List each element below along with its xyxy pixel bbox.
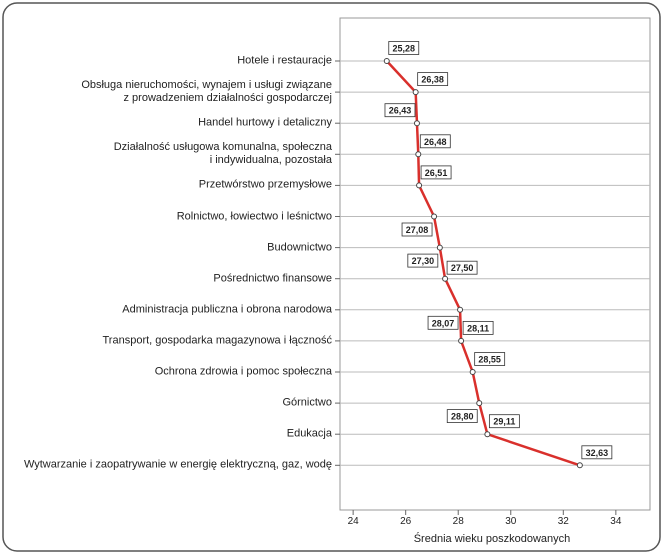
data-label-box — [401, 222, 433, 237]
data-label: 25,28 — [392, 44, 415, 54]
data-point — [576, 462, 583, 469]
y-tick-label: Transport, gospodarka magazynowa i łączn… — [102, 334, 333, 347]
data-label: 26,48 — [424, 137, 447, 147]
data-point — [442, 275, 449, 282]
y-tick-label: Hotele i restauracje — [237, 54, 332, 67]
data-point — [412, 89, 419, 96]
y-tick-label: Edukacja — [286, 427, 332, 440]
y-tick-label: Administracja publiczna i obrona narodow… — [122, 303, 332, 316]
y-tick-label: Wytwarzanie i zaopatrywanie w energię el… — [23, 458, 332, 471]
x-tick-label: 32 — [558, 516, 570, 527]
data-label-box — [384, 103, 416, 118]
data-point — [469, 369, 476, 375]
y-tick-label: Budownictwo — [267, 241, 332, 254]
x-tick-label: 28 — [453, 516, 465, 527]
data-label-box — [420, 165, 452, 180]
y-tick-label: Pośrednictwo finansowe — [213, 272, 332, 285]
x-tick-label: 24 — [348, 516, 360, 527]
data-point — [476, 400, 483, 407]
x-tick-label: 34 — [610, 516, 622, 527]
data-label-box — [462, 320, 494, 335]
data-line — [385, 60, 581, 467]
data-label: 29,11 — [493, 417, 515, 427]
data-point — [458, 337, 465, 344]
y-tick-label: Górnictwo — [282, 396, 332, 409]
data-label: 27,50 — [451, 263, 474, 273]
data-label-box — [488, 414, 520, 429]
y-tick-label: Przetwórstwo przemysłowe — [198, 178, 332, 191]
x-tick-label: 30 — [505, 516, 517, 527]
x-axis-title: Średnia wieku poszkodowanych — [414, 532, 571, 545]
y-tick-label: Handel hurtowy i detaliczny — [198, 116, 332, 129]
data-label: 27,30 — [412, 256, 435, 266]
data-label-box — [427, 315, 459, 330]
data-point — [436, 244, 443, 251]
data-point — [413, 120, 420, 127]
data-point — [416, 182, 423, 189]
data-label: 28,07 — [432, 318, 455, 328]
data-label-box — [446, 409, 478, 424]
data-label: 28,80 — [451, 412, 474, 422]
y-tick-label: Obsługa nieruchomości, wynajem i usługi … — [81, 79, 332, 105]
data-label: 32,63 — [586, 448, 609, 458]
data-label: 27,08 — [406, 225, 429, 235]
data-label-box — [446, 260, 478, 275]
data-point — [484, 431, 491, 438]
data-label: 28,11 — [467, 323, 489, 333]
data-label: 26,43 — [389, 106, 412, 116]
data-point — [415, 151, 422, 158]
y-tick-label: Ochrona zdrowia i pomoc społeczna — [154, 365, 332, 378]
data-label-box — [581, 445, 613, 460]
data-label-box — [407, 253, 439, 268]
data-label-box — [417, 72, 449, 86]
data-point — [431, 213, 438, 220]
y-tick-label: Działalność usługowa komunalna, społeczn… — [113, 141, 332, 167]
data-label: 28,55 — [478, 355, 501, 365]
data-point — [457, 306, 464, 313]
y-tick-label: Rolnictwo, łowiectwo i leśnictwo — [176, 210, 332, 222]
data-label: 26,38 — [421, 75, 444, 85]
data-label-box — [388, 41, 420, 55]
data-label: 26,51 — [425, 168, 448, 178]
x-tick-label: 26 — [400, 516, 412, 527]
data-label-box — [419, 134, 451, 149]
data-point — [383, 58, 390, 64]
data-label-box — [474, 352, 506, 366]
